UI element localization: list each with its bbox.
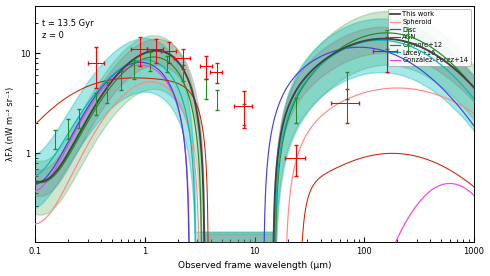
Y-axis label: λFλ (nW m⁻² sr⁻¹): λFλ (nW m⁻² sr⁻¹) — [5, 87, 15, 161]
Legend: This work, Spheroid, Disc, AGN, Gilmore+12, Lacey+16, González–Perez+14: This work, Spheroid, Disc, AGN, Gilmore+… — [388, 9, 470, 66]
Text: t = 13.5 Gyr
z = 0: t = 13.5 Gyr z = 0 — [42, 19, 94, 40]
X-axis label: Observed frame wavelength (μm): Observed frame wavelength (μm) — [178, 261, 331, 270]
